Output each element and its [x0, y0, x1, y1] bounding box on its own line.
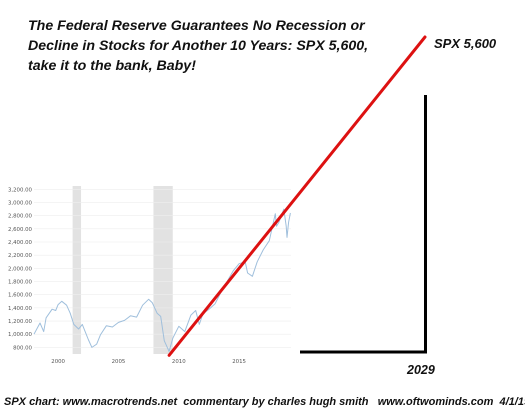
x-tick-label: 2005 — [112, 359, 126, 365]
x-tick-label: 2000 — [51, 359, 65, 365]
y-tick-label: 1,200.00 — [8, 319, 33, 325]
title-line: take it to the bank, Baby! — [28, 58, 196, 74]
recession-band — [153, 186, 173, 354]
source-caption: SPX chart: www.macrotrends.net commentar… — [4, 396, 525, 408]
y-tick-label: 2,200.00 — [8, 253, 33, 259]
y-tick-label: 2,000.00 — [8, 266, 33, 272]
y-tick-label: 3,200.00 — [8, 187, 33, 193]
target-annotation — [300, 95, 427, 354]
y-tick-label: 1,600.00 — [8, 293, 33, 299]
y-tick-label: 2,800.00 — [8, 214, 33, 220]
x-tick-label: 2015 — [232, 359, 246, 365]
recession-bands — [72, 186, 173, 354]
spx-series-line — [33, 208, 291, 352]
title-line: Decline in Stocks for Another 10 Years: … — [28, 38, 369, 54]
recession-band — [72, 186, 82, 354]
y-tick-label: 1,400.00 — [8, 306, 33, 312]
chart-title: The Federal Reserve Guarantees No Recess… — [28, 16, 373, 76]
y-tick-label: 2,600.00 — [8, 227, 33, 233]
title-line: The Federal Reserve Guarantees No Recess… — [28, 18, 365, 34]
x-axis-ticks: 2000 2005 2010 2015 — [51, 359, 246, 365]
y-tick-label: 1,000.00 — [8, 332, 33, 338]
x-tick-label: 2010 — [172, 359, 186, 365]
y-tick-label: 1,800.00 — [8, 280, 33, 286]
y-axis-ticks: 800.00 1,000.00 1,200.00 1,400.00 1,600.00 1,… — [8, 187, 33, 351]
y-tick-label: 800.00 — [13, 345, 32, 351]
projection — [167, 35, 427, 357]
target-year-label: 2029 — [407, 363, 435, 377]
projection-line — [167, 35, 427, 357]
target-label: SPX 5,600 — [434, 36, 497, 51]
spx-series — [33, 208, 291, 352]
y-tick-label: 3,000.00 — [8, 200, 33, 206]
y-tick-label: 2,400.00 — [8, 240, 33, 246]
